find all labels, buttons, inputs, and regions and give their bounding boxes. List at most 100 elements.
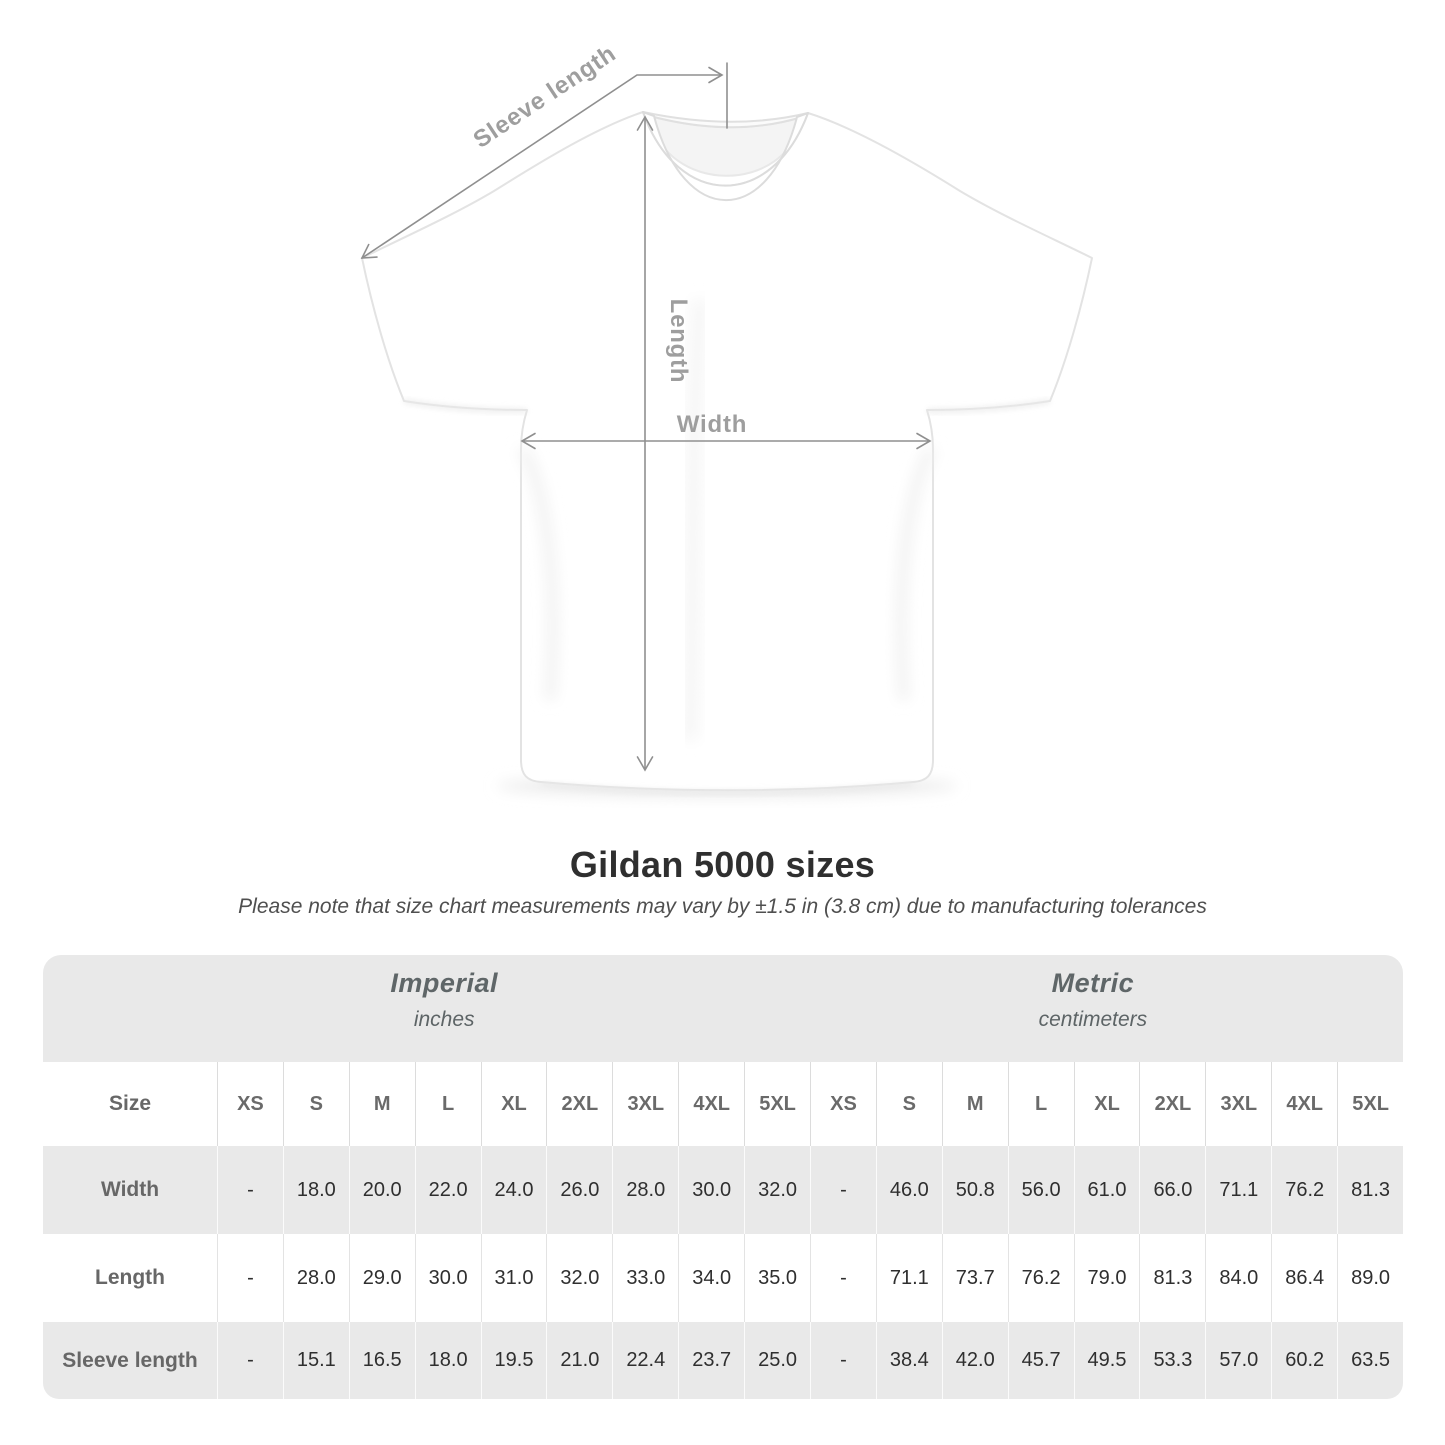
measurement-cell: 38.4 bbox=[875, 1322, 942, 1399]
length-label: Length bbox=[665, 299, 692, 384]
table-row-length: Length - 28.0 29.0 30.0 31.0 32.0 33.0 3… bbox=[43, 1234, 1403, 1322]
metric-unit: centimeters bbox=[1038, 1008, 1148, 1031]
metric-group-header: Metric centimeters bbox=[1039, 968, 1148, 1032]
table-row-sleeve-length: Sleeve length - 15.1 16.5 18.0 19.5 21.0… bbox=[43, 1322, 1403, 1399]
col-header: XS bbox=[217, 1062, 283, 1146]
measurement-cell: 45.7 bbox=[1007, 1322, 1074, 1399]
measurement-cell: 31.0 bbox=[480, 1234, 547, 1322]
measurement-cell: 71.1 bbox=[1205, 1146, 1271, 1234]
length-arrow bbox=[636, 115, 654, 772]
row-label: Length bbox=[95, 1266, 165, 1289]
measurement-cell: 32.0 bbox=[546, 1234, 612, 1322]
measurement-cell: 57.0 bbox=[1205, 1322, 1271, 1399]
tshirt-body bbox=[361, 111, 1093, 792]
size-chart-table: Imperial inches Metric centimeters Size … bbox=[43, 955, 1403, 1399]
measurement-arrows bbox=[360, 62, 932, 772]
tshirt-illustration bbox=[361, 111, 1093, 792]
measurement-cell: 30.0 bbox=[678, 1146, 744, 1234]
col-header: L bbox=[414, 1062, 481, 1146]
fabric-shading bbox=[403, 299, 1051, 795]
measurement-cell: 53.3 bbox=[1139, 1322, 1205, 1399]
measurement-cell: 79.0 bbox=[1073, 1234, 1140, 1322]
col-header: XL bbox=[1073, 1062, 1140, 1146]
tshirt-measurement-diagram: Sleeve length Length Width bbox=[360, 40, 1093, 797]
measurement-cell: 33.0 bbox=[612, 1234, 678, 1322]
measurement-cell: 81.3 bbox=[1139, 1234, 1205, 1322]
measurement-cell: 18.0 bbox=[282, 1146, 349, 1234]
col-header: S bbox=[282, 1062, 349, 1146]
col-header: 3XL bbox=[612, 1062, 678, 1146]
measurement-cell: 89.0 bbox=[1337, 1234, 1403, 1322]
measurement-cell: 50.8 bbox=[941, 1146, 1008, 1234]
measurement-cell: 32.0 bbox=[744, 1146, 810, 1234]
unit-header-band: Imperial inches Metric centimeters bbox=[43, 955, 1403, 1062]
measurement-cell: 76.2 bbox=[1007, 1234, 1074, 1322]
measurement-cell: 22.0 bbox=[414, 1146, 481, 1234]
measurement-cell: 46.0 bbox=[875, 1146, 942, 1234]
col-header: 2XL bbox=[1139, 1062, 1205, 1146]
measurement-cell: 18.0 bbox=[414, 1322, 481, 1399]
measurement-cell: 15.1 bbox=[282, 1322, 349, 1399]
collar-front-band bbox=[642, 111, 809, 202]
measurement-cell: - bbox=[810, 1234, 876, 1322]
measurement-cell: 34.0 bbox=[678, 1234, 744, 1322]
metric-label: Metric bbox=[1051, 968, 1135, 998]
col-header: 4XL bbox=[1271, 1062, 1337, 1146]
col-header: 2XL bbox=[546, 1062, 612, 1146]
size-header: Size bbox=[108, 1092, 152, 1115]
imperial-group-header: Imperial inches bbox=[390, 968, 498, 1032]
col-header: XL bbox=[480, 1062, 547, 1146]
sleeve-length-arrow bbox=[360, 62, 728, 259]
measurement-cell: 29.0 bbox=[348, 1234, 415, 1322]
measurement-cell: 30.0 bbox=[414, 1234, 481, 1322]
col-header: S bbox=[875, 1062, 942, 1146]
measurement-cell: 66.0 bbox=[1139, 1146, 1205, 1234]
measurement-cell: 71.1 bbox=[875, 1234, 942, 1322]
measurement-cell: 22.4 bbox=[612, 1322, 678, 1399]
measurement-cell: 35.0 bbox=[744, 1234, 810, 1322]
measurement-cell: 16.5 bbox=[348, 1322, 415, 1399]
col-header: M bbox=[348, 1062, 415, 1146]
measurement-cell: 84.0 bbox=[1205, 1234, 1271, 1322]
measurement-cell: 63.5 bbox=[1337, 1322, 1403, 1399]
measurement-cell: - bbox=[217, 1322, 283, 1399]
table-row-width: Width - 18.0 20.0 22.0 24.0 26.0 28.0 30… bbox=[43, 1146, 1403, 1234]
width-arrow bbox=[520, 432, 932, 450]
measurement-cell: 73.7 bbox=[941, 1234, 1008, 1322]
measurement-cell: 61.0 bbox=[1073, 1146, 1140, 1234]
measurement-cell: 21.0 bbox=[546, 1322, 612, 1399]
measurement-cell: 25.0 bbox=[744, 1322, 810, 1399]
imperial-label: Imperial bbox=[390, 968, 498, 998]
measurement-cell: 28.0 bbox=[282, 1234, 349, 1322]
col-header: M bbox=[941, 1062, 1008, 1146]
measurement-cell: 20.0 bbox=[348, 1146, 415, 1234]
measurement-cell: 42.0 bbox=[941, 1322, 1008, 1399]
measurement-cell: 81.3 bbox=[1337, 1146, 1403, 1234]
width-label: Width bbox=[677, 411, 747, 438]
measurement-cell: 19.5 bbox=[480, 1322, 547, 1399]
measurement-cell: 24.0 bbox=[480, 1146, 547, 1234]
measurement-cell: - bbox=[217, 1234, 283, 1322]
row-label: Width bbox=[100, 1178, 160, 1201]
measurement-cell: 23.7 bbox=[678, 1322, 744, 1399]
tolerance-note: Please note that size chart measurements… bbox=[238, 895, 1207, 918]
measurement-cell: 86.4 bbox=[1271, 1234, 1337, 1322]
measurement-cell: 26.0 bbox=[546, 1146, 612, 1234]
measurement-cell: 49.5 bbox=[1073, 1322, 1140, 1399]
measurement-cell: - bbox=[810, 1322, 876, 1399]
size-header-row: Size XS S M L XL 2XL 3XL 4XL 5XL XS S M … bbox=[43, 1062, 1403, 1146]
page-title: Gildan 5000 sizes bbox=[569, 844, 876, 885]
col-header: XS bbox=[810, 1062, 876, 1146]
measurement-cell: 56.0 bbox=[1007, 1146, 1074, 1234]
measurement-cell: - bbox=[810, 1146, 876, 1234]
imperial-unit: inches bbox=[413, 1008, 475, 1031]
col-header: 3XL bbox=[1205, 1062, 1271, 1146]
measurement-cell: - bbox=[217, 1146, 283, 1234]
col-header: L bbox=[1007, 1062, 1074, 1146]
measurement-cell: 60.2 bbox=[1271, 1322, 1337, 1399]
measurement-cell: 76.2 bbox=[1271, 1146, 1337, 1234]
col-header: 4XL bbox=[678, 1062, 744, 1146]
measurement-cell: 28.0 bbox=[612, 1146, 678, 1234]
col-header: 5XL bbox=[1337, 1062, 1403, 1146]
